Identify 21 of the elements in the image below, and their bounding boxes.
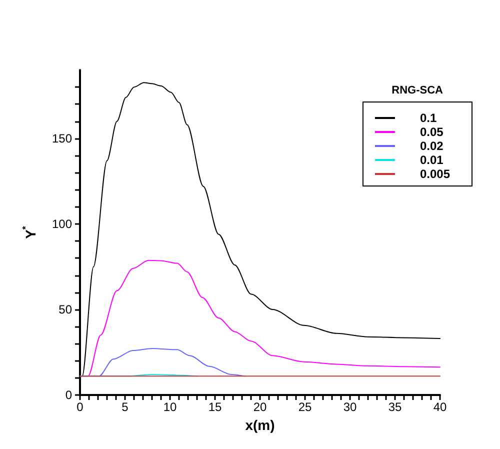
legend-label: 0.02 xyxy=(420,139,444,153)
x-tick-label: 20 xyxy=(253,400,267,414)
x-tick-label: 10 xyxy=(163,400,177,414)
y-tick-label: 0 xyxy=(65,388,72,402)
x-tick-label: 40 xyxy=(433,400,447,414)
y-tick-label: 100 xyxy=(52,216,72,231)
y-tick-label: 150 xyxy=(52,131,72,146)
x-tick-label: 35 xyxy=(388,400,402,414)
x-axis-title: x(m) xyxy=(245,416,275,433)
x-tick-label: 30 xyxy=(343,400,357,414)
y-tick-label: 50 xyxy=(58,302,72,316)
legend-label: 0.1 xyxy=(420,111,437,125)
x-tick-label: 15 xyxy=(208,400,222,414)
legend-title: RNG-SCA xyxy=(392,84,444,96)
x-tick-label: 0 xyxy=(76,400,84,414)
legend-label: 0.01 xyxy=(420,153,444,167)
legend-label: 0.005 xyxy=(420,167,450,181)
legend-label: 0.05 xyxy=(420,125,444,139)
y-axis-title: Y* xyxy=(20,226,38,239)
x-tick-label: 25 xyxy=(298,400,312,414)
x-tick-label: 5 xyxy=(122,400,129,414)
